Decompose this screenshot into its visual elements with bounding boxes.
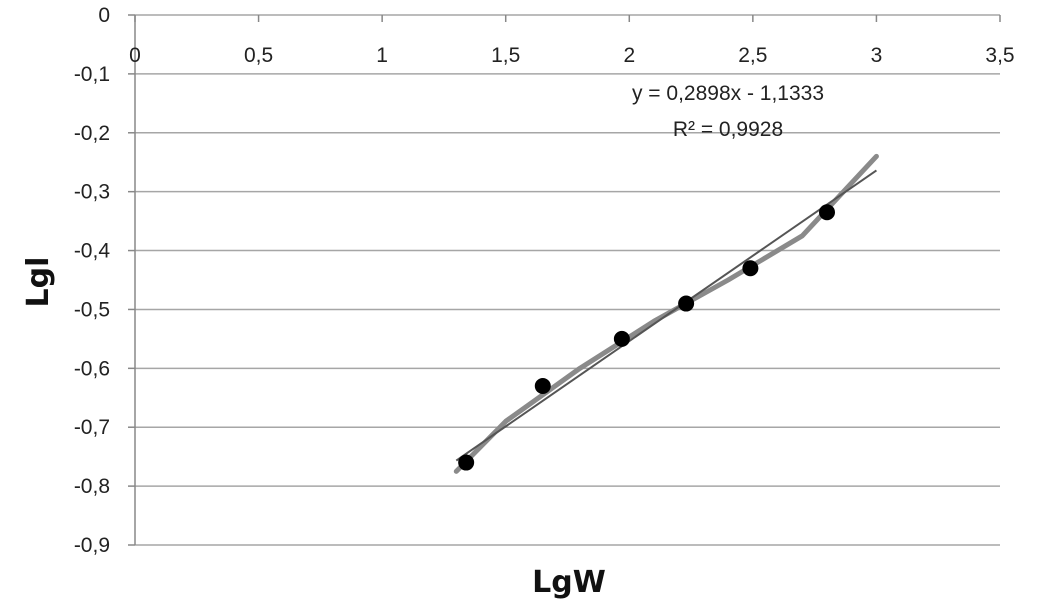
y-tick-label-4: -0,4 [74,240,111,263]
x-tick-labels: 0 0,5 1 1,5 2 2,5 3 3,5 [129,44,1014,67]
y-tick-label-1: -0,1 [74,63,110,86]
x-tick-label-3: 1,5 [491,44,520,67]
x-axis-title: LgW [532,565,606,600]
x-tick-label-4: 2 [623,44,635,67]
y-tick-label-8: -0,8 [74,475,110,498]
trendline-line [455,169,877,462]
x-tick-label-0: 0 [129,44,141,67]
y-tick-label-3: -0,3 [74,181,110,204]
axis-lines [128,14,1001,546]
series-curve [453,153,879,474]
y-tick-labels: 0 -0,1 -0,2 -0,3 -0,4 -0,5 -0,6 -0,7 -0,8 -0,9 [74,4,111,557]
data-points [458,204,835,471]
data-point-4 [742,260,759,277]
x-tick-label-6: 3 [871,44,883,67]
data-point-3 [678,295,695,312]
x-tick-label-5: 2,5 [738,44,767,67]
trendline-equation: y = 0,2898x - 1,1333 [632,82,824,105]
data-point-5 [819,204,835,221]
y-tick-label-2: -0,2 [74,122,110,145]
x-tick-label-2: 1 [376,44,388,67]
x-tick-label-7: 3,5 [985,44,1014,67]
trendline-r2: R² = 0,9928 [673,118,783,141]
y-tick-label-6: -0,6 [74,357,110,380]
y-tick-label-5: -0,5 [74,298,110,321]
trendline [455,169,877,462]
y-tick-label-0: 0 [98,4,110,27]
data-point-1 [534,378,551,394]
y-axis-title: Lgl [21,257,56,308]
grid-lines [135,14,1000,546]
data-point-0 [458,454,475,471]
data-point-2 [613,330,630,347]
y-tick-label-7: -0,7 [74,416,110,439]
x-tick-label-1: 0,5 [244,44,273,67]
series-curve-line [453,153,879,474]
y-tick-label-9: -0,9 [74,534,110,557]
